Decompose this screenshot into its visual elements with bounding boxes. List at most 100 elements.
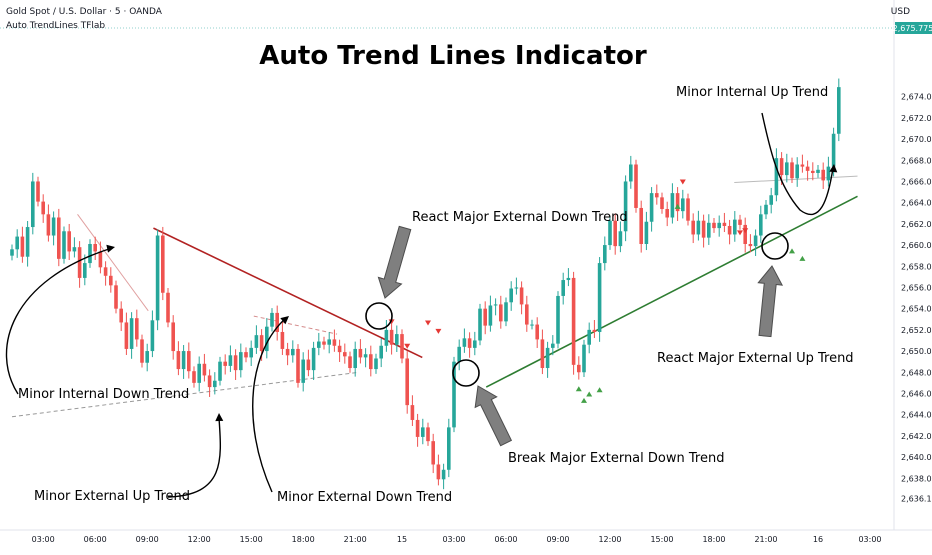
- candle-body: [36, 181, 40, 202]
- candle-body: [686, 198, 690, 221]
- candle-body: [681, 198, 685, 212]
- candle-body: [639, 207, 643, 244]
- candle-body: [447, 427, 451, 470]
- candle-body: [805, 166, 810, 171]
- candle-body: [592, 329, 597, 332]
- signal-up-marker: [799, 255, 806, 261]
- pointer-arrow: [377, 225, 412, 299]
- candle-body: [301, 359, 305, 383]
- candle-body: [759, 214, 763, 236]
- candle-body: [291, 348, 295, 356]
- candle-body: [535, 324, 539, 340]
- candle-body: [707, 222, 711, 238]
- candle-body: [603, 245, 607, 264]
- annotation-arrowhead-shape: [215, 413, 224, 422]
- candle-body: [322, 341, 326, 345]
- candle-body: [769, 195, 773, 205]
- candle-body: [67, 231, 71, 252]
- candle-body: [608, 220, 612, 246]
- candle-body: [270, 312, 274, 327]
- candle-body: [228, 355, 233, 366]
- candle-body: [655, 193, 659, 198]
- candle-body: [62, 231, 66, 259]
- candle-body: [213, 380, 217, 388]
- signal-down-marker: [425, 320, 431, 326]
- candle-body: [691, 220, 695, 235]
- candle-body: [712, 222, 716, 229]
- candle-body: [103, 267, 108, 276]
- pointer-arrow-shape: [474, 385, 513, 447]
- candle-body: [161, 235, 165, 293]
- annotation-arrowhead: [280, 316, 289, 325]
- annotation-label: Break Major External Down Trend: [508, 451, 724, 466]
- candle-body: [280, 331, 285, 349]
- currency-label: USD: [890, 7, 910, 17]
- candle-body: [613, 220, 617, 247]
- candle-body: [176, 351, 181, 370]
- candle-body: [545, 347, 550, 369]
- candle-body: [509, 288, 513, 303]
- annotation-label: Minor Internal Up Trend: [676, 85, 828, 100]
- chart-title: Auto Trend Lines Indicator: [259, 41, 647, 71]
- x-tick-label: 21:00: [344, 535, 367, 544]
- candle-body: [670, 193, 675, 218]
- candle-body: [504, 302, 508, 322]
- candle-body: [15, 236, 19, 250]
- candle-body: [675, 193, 680, 212]
- x-tick-label: 06:00: [494, 535, 517, 544]
- candle-body: [145, 351, 149, 363]
- candle-body: [795, 164, 799, 179]
- candle-body: [774, 158, 779, 196]
- candle-body: [311, 347, 316, 371]
- candle-body: [400, 334, 404, 359]
- candle-body: [816, 169, 820, 173]
- y-tick-label: 2,660.000: [901, 241, 932, 250]
- candle-body: [207, 375, 212, 388]
- candle-body: [114, 285, 118, 309]
- candle-body: [135, 318, 139, 340]
- symbol-label: Gold Spot / U.S. Dollar · 5 · OANDA: [6, 7, 162, 17]
- candle-body: [525, 304, 529, 325]
- candle-body: [374, 358, 378, 370]
- candle-body: [634, 164, 638, 208]
- y-tick-label: 2,640.000: [901, 453, 932, 462]
- candle-body: [811, 170, 815, 173]
- y-tick-label: 2,636.100: [901, 494, 932, 503]
- x-tick-label: 15:00: [650, 535, 673, 544]
- candle-body: [353, 348, 357, 369]
- signal-down-marker: [737, 230, 743, 236]
- candle-body: [530, 324, 534, 326]
- pointer-arrow-shape: [757, 265, 784, 338]
- highlight-circle: [761, 232, 789, 260]
- trend-line: [253, 315, 338, 335]
- candle-body: [218, 361, 222, 381]
- y-tick-label: 2,638.000: [901, 474, 932, 483]
- candle-body: [337, 345, 342, 353]
- signal-up-marker: [586, 391, 593, 397]
- y-tick-label: 2,658.000: [901, 262, 932, 271]
- candle-body: [332, 339, 337, 346]
- candle-body: [129, 318, 134, 349]
- annotation-curve: [167, 417, 222, 498]
- candle-body: [395, 334, 399, 345]
- candle-body: [254, 335, 259, 348]
- candle-body: [363, 354, 368, 358]
- x-tick-label: 15:00: [240, 535, 263, 544]
- candle-body: [478, 308, 482, 341]
- candle-body: [665, 209, 669, 218]
- signal-up-marker: [789, 248, 795, 254]
- candle-body: [197, 363, 201, 383]
- candle-body: [259, 335, 264, 352]
- highlight-circle: [365, 302, 393, 330]
- candle-body: [405, 358, 409, 406]
- candle-body: [644, 221, 649, 244]
- annotation-label: Minor Internal Down Trend: [18, 387, 189, 402]
- candle-body: [483, 308, 487, 326]
- annotation-label: Minor External Down Trend: [277, 490, 452, 505]
- trend-line: [77, 214, 149, 312]
- candle-body: [41, 201, 45, 215]
- candle-body: [369, 354, 373, 370]
- candle-body: [457, 346, 461, 362]
- candle-body: [155, 235, 160, 321]
